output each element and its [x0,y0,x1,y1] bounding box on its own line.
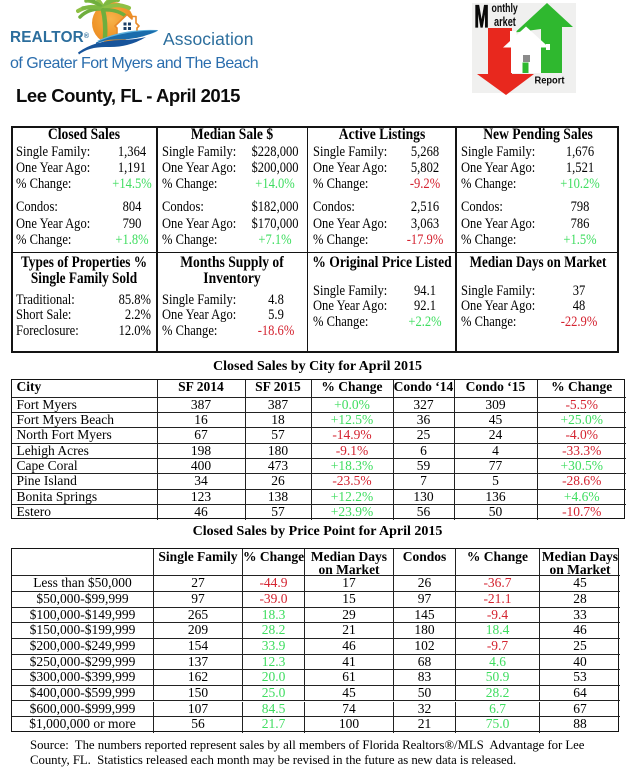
svg-text:arket: arket [494,16,516,30]
svg-text:M: M [475,3,489,34]
svg-text:onthly: onthly [492,3,518,15]
svg-text:Report: Report [535,75,566,86]
